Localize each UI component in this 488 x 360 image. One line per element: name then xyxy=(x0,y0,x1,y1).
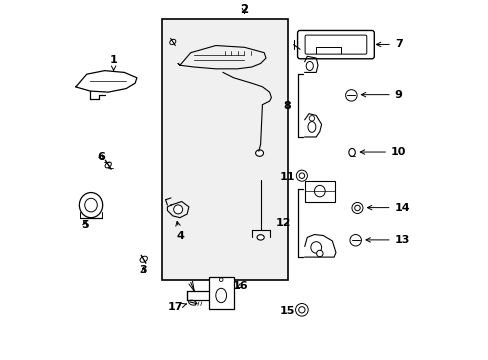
Ellipse shape xyxy=(84,198,97,212)
Ellipse shape xyxy=(215,288,226,303)
Ellipse shape xyxy=(351,202,362,213)
Ellipse shape xyxy=(307,122,315,132)
Text: 14: 14 xyxy=(366,203,409,213)
Text: 15: 15 xyxy=(279,306,294,316)
Ellipse shape xyxy=(169,39,176,45)
Text: 12: 12 xyxy=(275,218,290,228)
Ellipse shape xyxy=(349,234,361,246)
Ellipse shape xyxy=(295,303,307,316)
Ellipse shape xyxy=(298,307,305,313)
Text: 8: 8 xyxy=(283,100,290,111)
Text: 5: 5 xyxy=(81,220,88,230)
Ellipse shape xyxy=(257,235,264,240)
Text: 13: 13 xyxy=(365,235,409,245)
Text: 17: 17 xyxy=(167,302,186,312)
Ellipse shape xyxy=(79,193,102,218)
Ellipse shape xyxy=(299,173,304,179)
Text: 6: 6 xyxy=(97,152,105,162)
Text: 10: 10 xyxy=(360,147,406,157)
Ellipse shape xyxy=(314,185,325,197)
Ellipse shape xyxy=(219,278,223,282)
Ellipse shape xyxy=(348,148,355,156)
Ellipse shape xyxy=(255,150,263,156)
Ellipse shape xyxy=(316,250,323,257)
Text: 9: 9 xyxy=(361,90,402,100)
Ellipse shape xyxy=(308,116,314,121)
Ellipse shape xyxy=(173,205,182,214)
Bar xyxy=(208,277,233,309)
Text: 4: 4 xyxy=(176,221,183,240)
FancyBboxPatch shape xyxy=(297,31,373,59)
Ellipse shape xyxy=(188,300,196,305)
Bar xyxy=(304,181,335,202)
Text: 16: 16 xyxy=(233,281,248,291)
FancyBboxPatch shape xyxy=(305,35,366,54)
Ellipse shape xyxy=(354,205,360,211)
Ellipse shape xyxy=(345,90,356,101)
Text: 2: 2 xyxy=(240,3,248,16)
Text: 11: 11 xyxy=(279,172,294,182)
Text: 7: 7 xyxy=(376,40,402,49)
Ellipse shape xyxy=(310,242,321,253)
Ellipse shape xyxy=(305,62,313,71)
Ellipse shape xyxy=(140,256,147,262)
Ellipse shape xyxy=(296,170,307,181)
Text: 3: 3 xyxy=(139,265,147,275)
Ellipse shape xyxy=(105,162,111,168)
Text: 1: 1 xyxy=(109,55,117,71)
Bar xyxy=(162,19,287,280)
